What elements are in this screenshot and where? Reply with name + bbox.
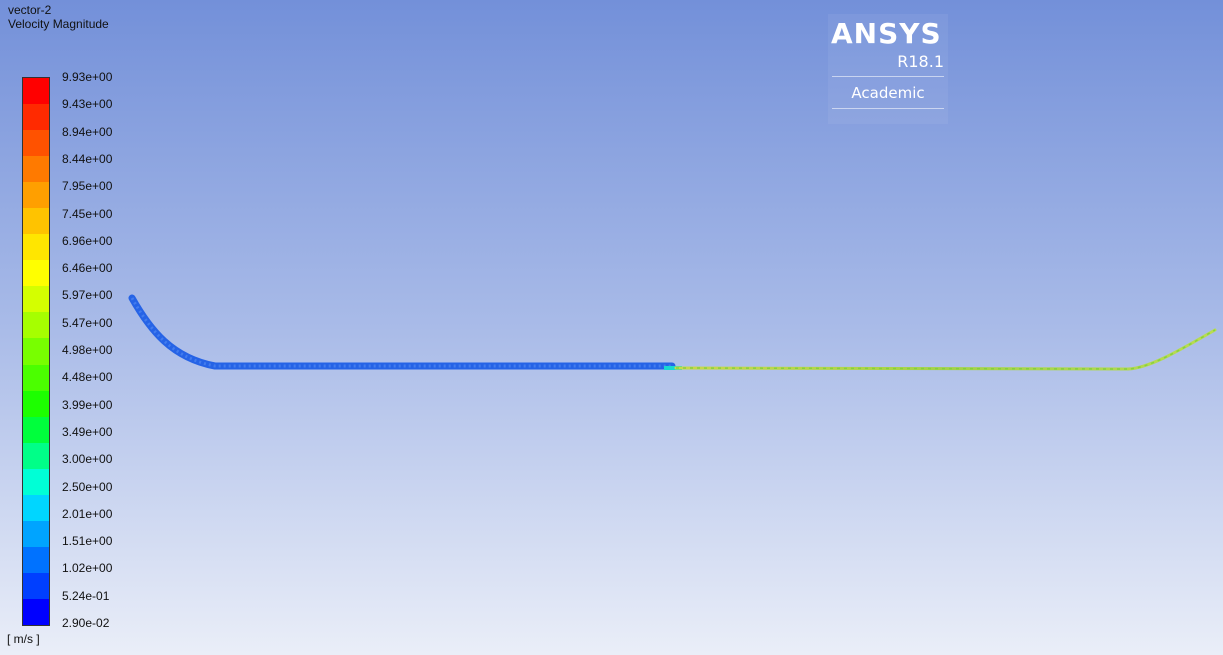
colormap-swatch [23,78,49,105]
plot-title: vector-2 [8,3,52,17]
logo-divider-bottom [832,108,944,109]
colormap-tick-label: 2.50e+00 [62,479,113,494]
colormap-tick-label: 1.51e+00 [62,534,113,549]
colormap-tick-label: 3.49e+00 [62,424,113,439]
colormap-swatch [23,390,49,417]
flow-region-outlet-speckle [675,329,1216,370]
colormap-swatch [23,182,49,209]
colormap-tick-label: 2.01e+00 [62,506,113,521]
colormap-tick-label: 4.98e+00 [62,343,113,357]
colormap-tick-label: 3.00e+00 [62,452,113,467]
colormap-swatch [23,546,49,573]
colormap-tick-label: 8.94e+00 [62,124,113,139]
colormap-tick-label: 6.46e+00 [62,261,113,276]
colormap-swatch [23,416,49,443]
colormap-swatch [23,338,49,365]
colormap-swatch [23,104,49,131]
plot-variable-label: Velocity Magnitude [8,17,109,31]
colormap-swatch [23,572,49,599]
ansys-logo: ANSYS R18.1 Academic [828,14,948,124]
colormap-swatch [23,442,49,469]
colormap-swatch [23,156,49,183]
flow-region-outlet [674,328,1217,371]
colormap-tick-label: 3.99e+00 [62,397,113,412]
colormap-swatch [23,468,49,495]
colormap-tick-label: 4.48e+00 [62,370,113,385]
colormap-swatch [23,598,49,625]
logo-edition-text: Academic [851,84,925,102]
logo-divider [832,76,944,77]
colormap-tick-label: 9.93e+00 [62,70,113,84]
colormap-tick-label: 5.24e-01 [62,588,110,603]
colormap-swatch [23,364,49,391]
colormap-tick-label: 7.95e+00 [62,179,113,194]
colormap-tick-label: 6.96e+00 [62,233,113,248]
logo-version-text: R18.1 [897,52,944,71]
flow-region-inlet-curve-speckle [130,297,672,368]
colormap-tick-label: 9.43e+00 [62,97,113,112]
colormap-swatch [23,234,49,261]
colormap-tick-label: 2.90e-02 [62,616,110,630]
colormap-unit-label: [ m/s ] [7,632,40,646]
colormap-swatch [23,286,49,313]
colormap-swatch [23,494,49,521]
colormap-swatch [23,260,49,287]
colormap-tick-label: 5.97e+00 [62,288,113,303]
colormap-swatch [23,520,49,547]
colormap-tick-label: 8.44e+00 [62,151,113,166]
colormap-tick-label: 1.02e+00 [62,561,113,576]
colormap-tick-label: 7.45e+00 [62,206,113,221]
colormap-swatch [23,130,49,157]
colormap-swatch [23,312,49,339]
colormap-tick-label: 5.47e+00 [62,315,113,330]
colormap-legend-bar [22,77,50,626]
logo-brand-text: ANSYS [831,17,942,50]
flow-region-inlet-curve [128,294,676,370]
colormap-swatch [23,208,49,235]
